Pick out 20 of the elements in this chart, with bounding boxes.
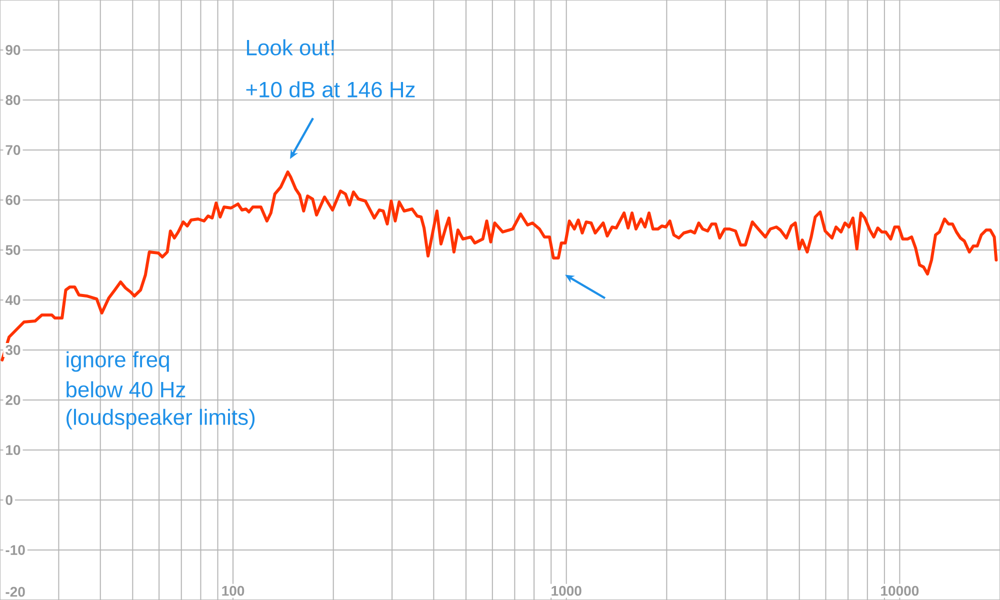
y-tick-label: 10 [6, 445, 20, 455]
y-tick-label: 90 [6, 45, 20, 55]
annotation: ignore freq [66, 351, 169, 372]
y-tick-label: 80 [6, 95, 20, 105]
y-tick-label: 70 [6, 145, 20, 155]
y-tick-label: 20 [6, 395, 20, 405]
y-tick-label: 50 [6, 245, 20, 255]
x-tick-label: 10000 [881, 586, 919, 596]
y-tick-label: 40 [5, 295, 20, 305]
y-tick-label: 30 [6, 345, 20, 355]
y-tick-label: 0 [6, 495, 12, 505]
annotation: Look out! [247, 39, 334, 56]
y-tick-label: 60 [6, 195, 20, 205]
y-tick-label: -10 [6, 545, 25, 555]
x-tick-label: 100 [222, 586, 244, 596]
annotation: +10 dB at 146 Hz [246, 81, 415, 98]
y-tick-label: -20 [6, 586, 25, 597]
annotation: below 40 Hz [66, 381, 186, 398]
annotation: (loudspeaker limits) [66, 408, 255, 430]
x-tick-label: 1000 [552, 586, 582, 596]
